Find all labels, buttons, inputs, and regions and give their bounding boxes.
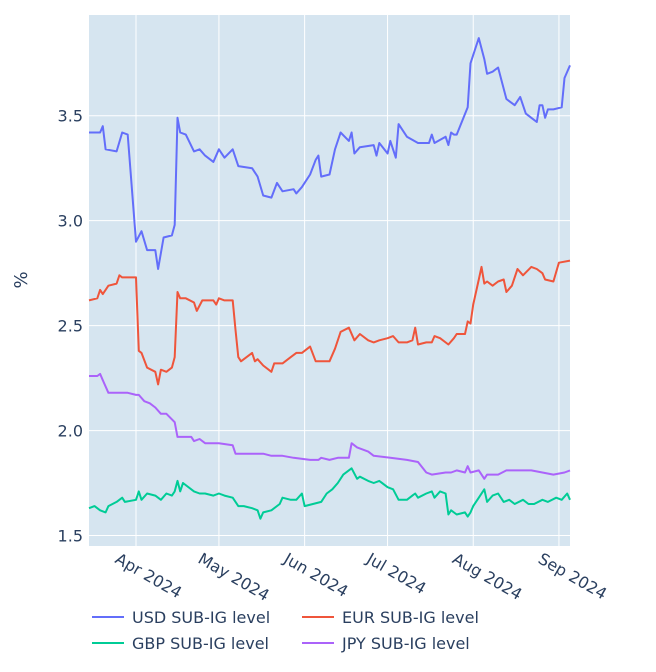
y-tick-label: 2.0 (58, 422, 83, 441)
legend-item[interactable]: EUR SUB-IG level (302, 608, 479, 627)
x-tick-label: May 2024 (195, 549, 273, 605)
y-axis-title: % (11, 271, 32, 288)
series-line[interactable] (89, 372, 571, 480)
legend-label: GBP SUB-IG level (132, 634, 269, 653)
legend-label: USD SUB-IG level (132, 608, 270, 627)
legend[interactable]: USD SUB-IG level EUR SUB-IG level GBP SUB-… (92, 608, 479, 653)
plot-area (89, 15, 570, 546)
legend-item[interactable]: GBP SUB-IG level (92, 634, 269, 653)
x-axis-ticks: Apr 2024 May 2024 Jun 2024 Jul 2024 Aug 2024… (112, 549, 610, 605)
series-line[interactable] (89, 37, 571, 270)
series-line[interactable] (88, 259, 571, 386)
legend-label: EUR SUB-IG level (342, 608, 479, 627)
legend-label: JPY SUB-IG level (341, 634, 470, 653)
x-tick-label: Jul 2024 (363, 549, 430, 599)
x-tick-label: Apr 2024 (112, 549, 185, 602)
y-tick-label: 3.5 (58, 107, 83, 126)
x-tick-label: Aug 2024 (449, 549, 525, 604)
y-axis-ticks: 1.5 2.0 2.5 3.0 3.5 (58, 107, 83, 546)
y-tick-label: 2.5 (58, 317, 83, 336)
x-tick-label: Jun 2024 (280, 549, 352, 601)
y-tick-label: 1.5 (58, 527, 83, 546)
legend-item[interactable]: USD SUB-IG level (92, 608, 270, 627)
series-lines[interactable] (88, 37, 571, 520)
series-line[interactable] (88, 467, 571, 520)
y-tick-label: 3.0 (58, 212, 83, 231)
legend-item[interactable]: JPY SUB-IG level (302, 634, 470, 653)
x-tick-label: Sep 2024 (535, 549, 610, 603)
